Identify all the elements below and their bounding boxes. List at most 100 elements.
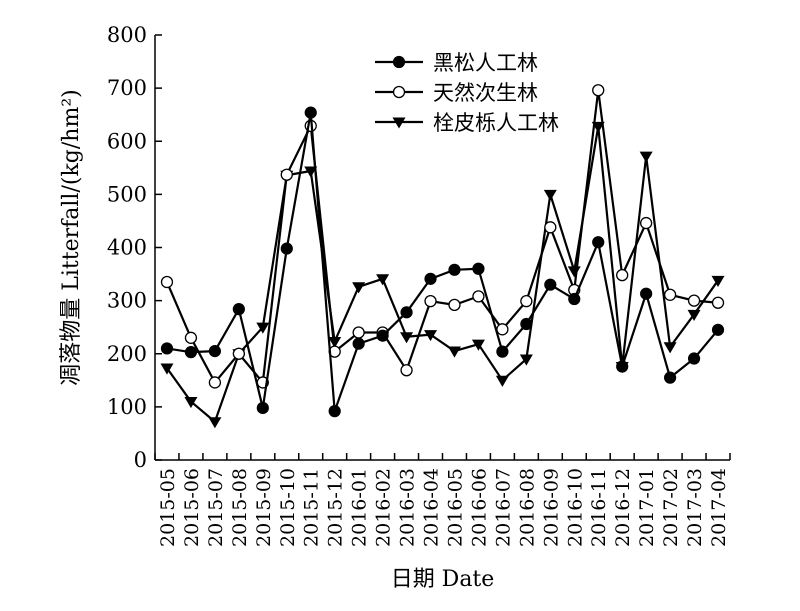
x-tick-label: 2016-02 <box>373 468 395 547</box>
data-point <box>400 306 413 319</box>
data-point <box>184 346 198 359</box>
data-point <box>592 236 605 249</box>
data-point <box>592 84 605 97</box>
legend-label: 天然次生林 <box>433 81 538 105</box>
data-point <box>184 397 198 409</box>
data-point <box>520 295 533 308</box>
series-layer <box>160 84 725 429</box>
y-tick-label: 0 <box>134 448 147 472</box>
data-point <box>256 401 269 415</box>
data-point <box>160 342 174 355</box>
data-point <box>232 347 246 360</box>
data-point <box>472 262 485 275</box>
legend-marker <box>392 117 406 129</box>
data-point <box>424 272 437 285</box>
data-point <box>496 323 509 336</box>
data-point <box>160 275 174 289</box>
x-tick-label: 2015-12 <box>325 468 347 547</box>
y-tick-label: 100 <box>107 395 147 419</box>
x-tick-label: 2015-07 <box>205 468 227 547</box>
x-tick-label: 2016-11 <box>588 468 610 547</box>
data-point <box>616 360 629 373</box>
data-point <box>495 375 509 387</box>
series-line <box>166 125 719 423</box>
y-tick-label: 300 <box>107 289 147 313</box>
data-point <box>232 303 245 316</box>
x-tick-label: 2017-01 <box>636 468 658 547</box>
data-point <box>687 352 701 365</box>
legend-label: 栓皮栎人工林 <box>433 111 559 135</box>
x-tick-label: 2016-05 <box>444 468 466 547</box>
legend-label: 黑松人工林 <box>433 51 538 75</box>
data-point <box>160 363 174 375</box>
data-point <box>568 292 581 306</box>
x-tick-label: 2016-03 <box>397 468 419 547</box>
data-point <box>448 298 461 312</box>
data-point <box>352 282 366 294</box>
data-point <box>400 364 413 377</box>
data-point <box>544 278 557 291</box>
x-tick-label: 2016-10 <box>564 468 586 547</box>
data-point <box>328 405 341 418</box>
data-point <box>687 294 701 307</box>
data-point <box>352 337 365 350</box>
data-point <box>208 417 222 429</box>
data-point <box>519 354 533 366</box>
x-tick-label: 2016-07 <box>492 468 514 547</box>
data-point <box>664 371 677 384</box>
data-point <box>256 322 270 334</box>
data-point <box>304 106 317 119</box>
x-axis-ticks: 2015-05 2015-06 2015-07 2015-08 2015-09 2015-… <box>154 453 731 547</box>
y-axis-title: 凋落物量 Litterfall/(kg/hm²) <box>59 89 84 385</box>
data-point <box>711 275 725 287</box>
data-point <box>472 290 485 303</box>
x-tick-label: 2016-09 <box>540 468 562 547</box>
data-point <box>687 309 701 321</box>
series-1 <box>160 106 725 418</box>
data-point <box>352 326 365 339</box>
y-tick-label: 600 <box>107 129 147 153</box>
x-tick-label: 2016-06 <box>468 468 490 547</box>
x-tick-label: 2015-11 <box>301 468 323 547</box>
x-tick-label: 2015-08 <box>229 468 251 547</box>
data-point <box>711 296 725 309</box>
legend-marker <box>392 55 406 69</box>
y-tick-label: 200 <box>107 342 147 366</box>
data-point <box>663 288 677 301</box>
data-point <box>711 323 725 336</box>
y-tick-label: 800 <box>107 23 147 47</box>
data-point <box>447 346 461 358</box>
data-point <box>663 342 677 354</box>
y-tick-label: 700 <box>107 76 147 100</box>
data-point <box>520 317 533 331</box>
data-point <box>640 287 653 300</box>
data-point <box>616 268 629 282</box>
y-axis-ticks: 0 100 200 300 400 500 600 700 800 <box>107 23 162 472</box>
x-tick-label: 2017-03 <box>684 468 706 547</box>
data-point <box>208 376 222 389</box>
x-axis-title: 日期 Date <box>391 567 495 592</box>
data-point <box>424 295 437 308</box>
x-tick-label: 2016-12 <box>612 468 634 547</box>
x-tick-label: 2017-04 <box>708 468 730 547</box>
data-point <box>304 166 318 178</box>
data-point <box>376 329 389 342</box>
data-point <box>639 151 653 163</box>
x-tick-label: 2015-06 <box>181 468 203 547</box>
series-line <box>165 89 719 384</box>
series-line <box>166 111 719 413</box>
data-point <box>184 331 198 344</box>
x-tick-label: 2016-08 <box>516 468 538 547</box>
x-tick-label: 2017-02 <box>660 468 682 547</box>
data-point <box>424 330 438 342</box>
x-tick-label: 2015-10 <box>277 468 299 547</box>
data-point <box>208 344 221 358</box>
y-tick-label: 500 <box>107 182 147 206</box>
x-tick-label: 2016-04 <box>421 468 443 547</box>
data-point <box>544 221 557 234</box>
x-tick-label: 2015-09 <box>253 468 275 547</box>
data-point <box>496 345 509 358</box>
x-tick-label: 2015-05 <box>157 468 179 547</box>
data-point <box>543 189 557 201</box>
data-point <box>639 216 653 230</box>
